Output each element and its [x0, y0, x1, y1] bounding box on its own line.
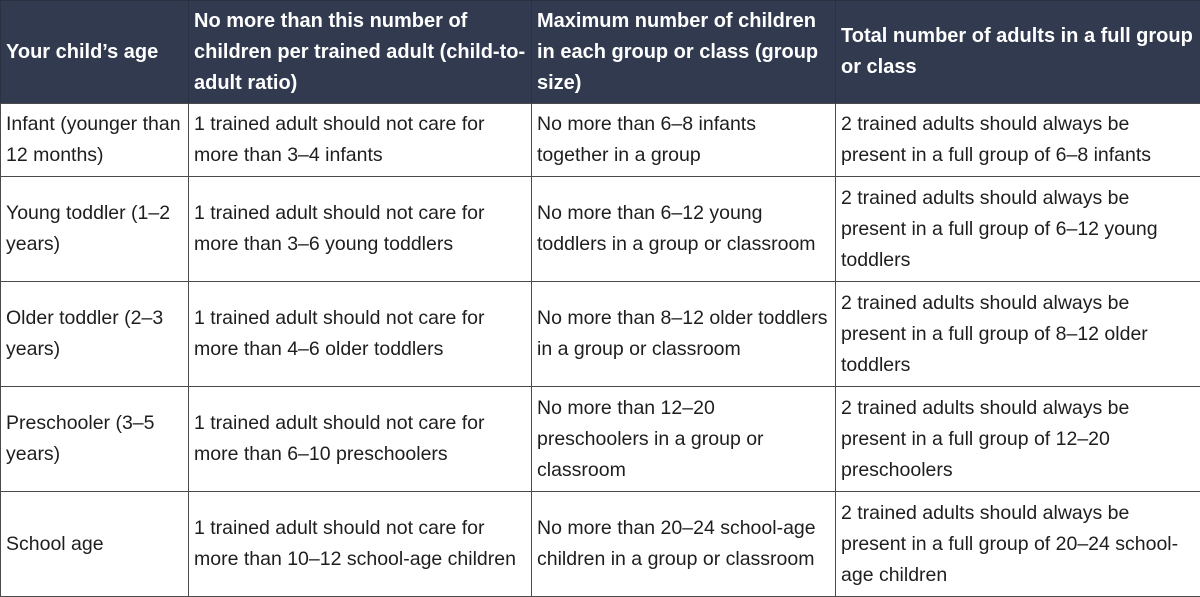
group-size-cell: No more than 20–24 school-age children i… — [532, 492, 836, 597]
table-row-school-age: School age 1 trained adult should not ca… — [1, 492, 1200, 597]
table-body: Infant (younger than 12 months) 1 traine… — [1, 104, 1200, 597]
group-size-cell: No more than 6–12 young toddlers in a gr… — [532, 177, 836, 282]
ratio-cell: 1 trained adult should not care for more… — [189, 387, 532, 492]
group-size-cell: No more than 6–8 infants together in a g… — [532, 104, 836, 177]
ratio-cell: 1 trained adult should not care for more… — [189, 282, 532, 387]
total-adults-cell: 2 trained adults should always be presen… — [836, 177, 1200, 282]
total-adults-cell: 2 trained adults should always be presen… — [836, 387, 1200, 492]
table-header: Your child’s age No more than this numbe… — [1, 1, 1200, 104]
ratio-cell: 1 trained adult should not care for more… — [189, 104, 532, 177]
total-adults-cell: 2 trained adults should always be presen… — [836, 104, 1200, 177]
group-size-column-header: Maximum number of children in each group… — [532, 1, 836, 104]
age-column-header: Your child’s age — [1, 1, 189, 104]
table-row-young-toddler: Young toddler (1–2 years) 1 trained adul… — [1, 177, 1200, 282]
ratio-column-header: No more than this number of children per… — [189, 1, 532, 104]
table-row-preschooler: Preschooler (3–5 years) 1 trained adult … — [1, 387, 1200, 492]
age-cell: Young toddler (1–2 years) — [1, 177, 189, 282]
total-adults-column-header: Total number of adults in a full group o… — [836, 1, 1200, 104]
ratio-cell: 1 trained adult should not care for more… — [189, 177, 532, 282]
table-row-infant: Infant (younger than 12 months) 1 traine… — [1, 104, 1200, 177]
age-cell: Older toddler (2–3 years) — [1, 282, 189, 387]
total-adults-cell: 2 trained adults should always be presen… — [836, 282, 1200, 387]
header-row: Your child’s age No more than this numbe… — [1, 1, 1200, 104]
age-cell: School age — [1, 492, 189, 597]
total-adults-cell: 2 trained adults should always be presen… — [836, 492, 1200, 597]
group-size-cell: No more than 12–20 preschoolers in a gro… — [532, 387, 836, 492]
age-cell: Preschooler (3–5 years) — [1, 387, 189, 492]
group-size-cell: No more than 8–12 older toddlers in a gr… — [532, 282, 836, 387]
age-cell: Infant (younger than 12 months) — [1, 104, 189, 177]
table-row-older-toddler: Older toddler (2–3 years) 1 trained adul… — [1, 282, 1200, 387]
ratio-cell: 1 trained adult should not care for more… — [189, 492, 532, 597]
